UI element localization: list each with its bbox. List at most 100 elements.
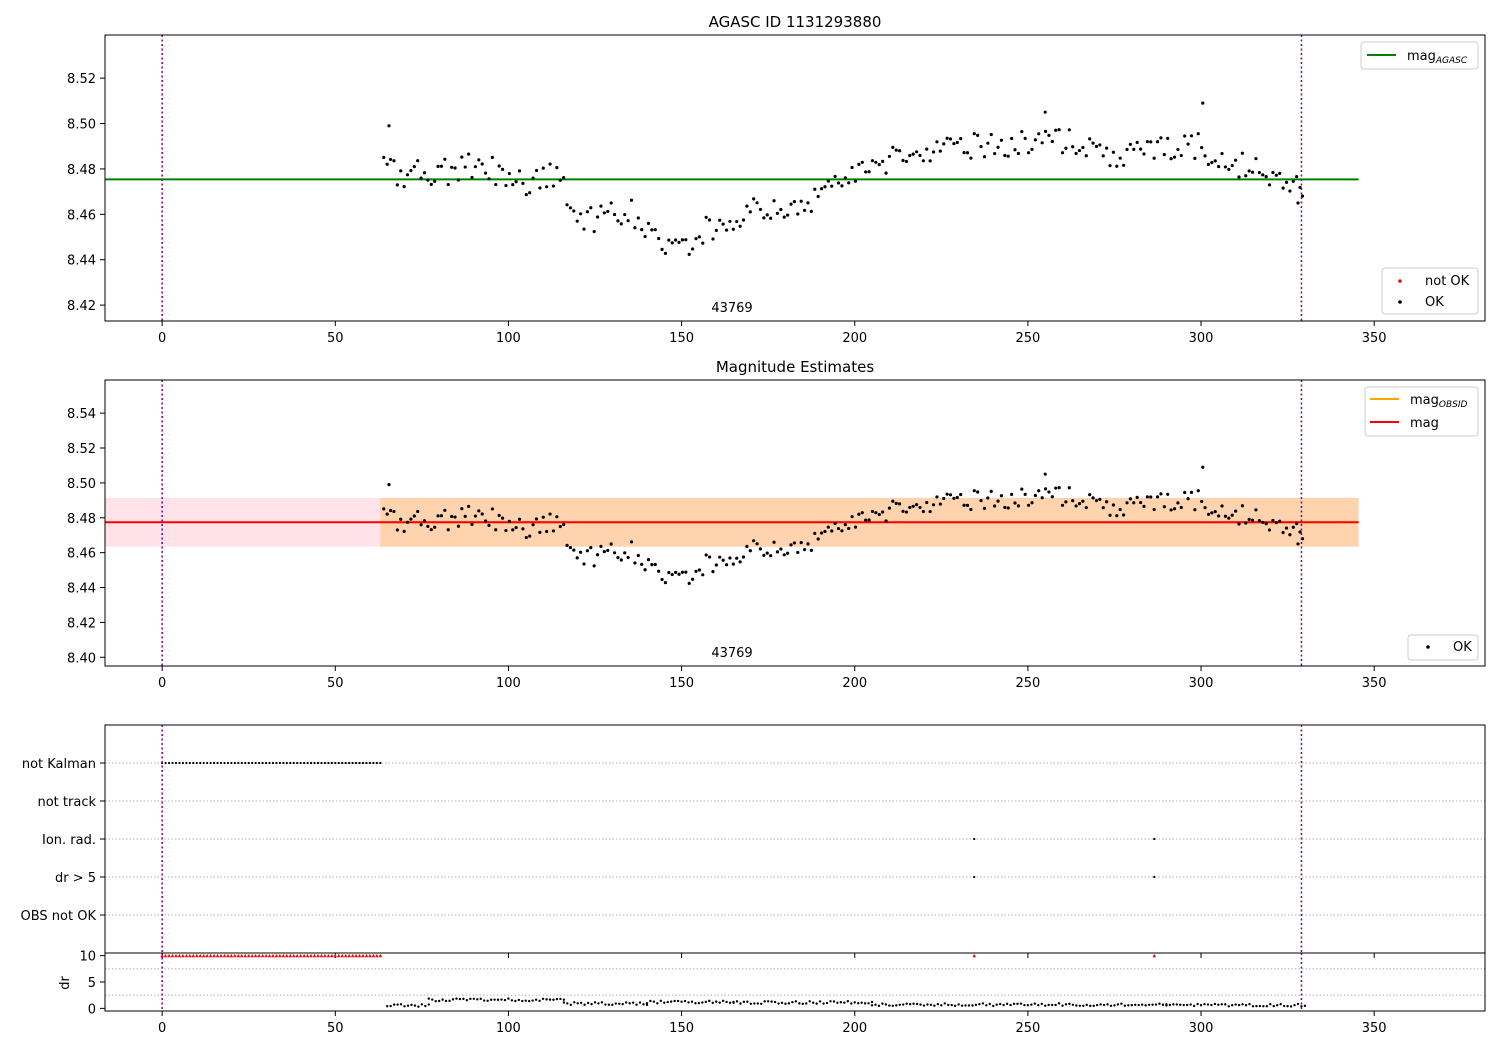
- mag-point: [623, 212, 627, 217]
- estimate-point: [1206, 512, 1211, 516]
- dr-point: [971, 1004, 974, 1007]
- estimate-point: [538, 530, 542, 534]
- estimate-point: [409, 517, 413, 521]
- mag-point: [1149, 140, 1153, 144]
- estimate-point: [1296, 542, 1300, 546]
- dr-clipped-marker: [288, 953, 293, 958]
- mag-point: [674, 238, 678, 242]
- mag-point: [1067, 128, 1071, 132]
- estimate-point: [477, 509, 481, 513]
- dr-clipped-marker: [219, 953, 223, 958]
- legend-ok-marker: [1398, 300, 1402, 304]
- not-kalman-flag: [309, 761, 313, 765]
- dr-point: [947, 1003, 950, 1007]
- dr-clipped-marker: [239, 953, 244, 958]
- estimate-point: [1115, 514, 1119, 518]
- panel2-ytick-label: 8.50: [67, 477, 96, 492]
- dr-point: [406, 1004, 410, 1007]
- estimate-point: [738, 560, 742, 564]
- dr-point: [922, 1004, 926, 1007]
- mag-point: [1261, 173, 1265, 177]
- mag-point: [874, 160, 878, 164]
- dr-point: [586, 1001, 590, 1005]
- dr-point: [479, 997, 482, 1001]
- estimate-point: [524, 535, 528, 540]
- estimate-point: [796, 550, 800, 555]
- mag-point: [704, 215, 708, 219]
- mag-point: [483, 171, 488, 175]
- svg-text:magOBSID: magOBSID: [1410, 393, 1468, 410]
- mag-point: [1128, 142, 1132, 146]
- dr-point: [600, 1001, 604, 1004]
- mag-point: [752, 197, 756, 201]
- mag-point: [1125, 147, 1129, 152]
- estimate-point: [1298, 530, 1302, 534]
- dr-point: [1127, 1004, 1130, 1007]
- mag-point: [914, 150, 919, 154]
- dr-point: [496, 998, 500, 1001]
- mag-point: [765, 213, 769, 217]
- not-kalman-flag: [278, 761, 281, 765]
- not-kalman-flag: [372, 761, 375, 765]
- flag-label: not Kalman: [22, 757, 96, 772]
- dr-clipped-marker: [205, 953, 209, 958]
- mag-point: [881, 159, 885, 163]
- mag-point: [1159, 136, 1163, 140]
- mag-point: [579, 212, 583, 216]
- mag-point: [680, 238, 685, 242]
- estimate-point: [531, 523, 535, 527]
- estimate-point: [874, 511, 878, 515]
- estimate-point: [877, 512, 881, 517]
- estimate-point: [908, 505, 912, 510]
- mag-point: [657, 236, 661, 241]
- mag-point: [911, 152, 915, 156]
- estimate-point: [511, 528, 515, 532]
- estimate-point: [1193, 508, 1197, 512]
- dr-point: [964, 1004, 967, 1007]
- estimate-point: [545, 529, 549, 534]
- mag-point: [1088, 137, 1092, 141]
- estimate-point: [1210, 511, 1214, 515]
- estimate-point: [483, 519, 488, 523]
- dr-clipped-marker: [319, 953, 324, 958]
- mag-point: [565, 203, 569, 207]
- dr-clipped-marker: [361, 953, 365, 958]
- mag-point: [1057, 128, 1061, 132]
- mag-point: [589, 206, 593, 210]
- mag-point: [1043, 129, 1048, 133]
- dr-point: [521, 999, 524, 1003]
- mag-point: [1010, 136, 1014, 141]
- mag-point: [1115, 164, 1119, 168]
- mag-point: [504, 183, 508, 188]
- dr-point: [573, 1001, 576, 1004]
- dr-point: [950, 1003, 953, 1007]
- dr-clipped-marker: [260, 953, 265, 958]
- not-kalman-flag: [285, 761, 288, 765]
- dr-flag: [973, 875, 976, 879]
- dr-point: [569, 1003, 572, 1007]
- panel2-xtick-label: 0: [158, 676, 166, 691]
- panel4-ylabel: dr: [58, 976, 73, 990]
- mag-point: [429, 182, 433, 187]
- estimate-point: [589, 546, 593, 550]
- dr-point: [1189, 1003, 1192, 1006]
- estimate-point: [1054, 486, 1058, 490]
- dr-point: [818, 1000, 822, 1003]
- mag-point: [555, 166, 559, 170]
- not-kalman-flag: [202, 761, 205, 765]
- flags-panel: not Kalman not track Ion. rad. dr > 5 OBS no…: [21, 724, 1486, 958]
- estimate-point: [480, 512, 484, 516]
- dr-point: [1220, 1003, 1224, 1006]
- mag-point: [1176, 147, 1180, 152]
- dr-point: [531, 999, 534, 1002]
- mag-point: [982, 155, 987, 159]
- dr-point: [399, 1003, 403, 1006]
- dr-point: [427, 1003, 430, 1006]
- dr-point: [486, 999, 489, 1002]
- mag-point: [517, 169, 522, 173]
- estimate-point: [636, 553, 640, 558]
- estimate-point: [1186, 497, 1190, 501]
- not-kalman-flag: [212, 761, 216, 765]
- panel4-xtick-label: 350: [1362, 1021, 1387, 1036]
- dr-point: [860, 1001, 863, 1004]
